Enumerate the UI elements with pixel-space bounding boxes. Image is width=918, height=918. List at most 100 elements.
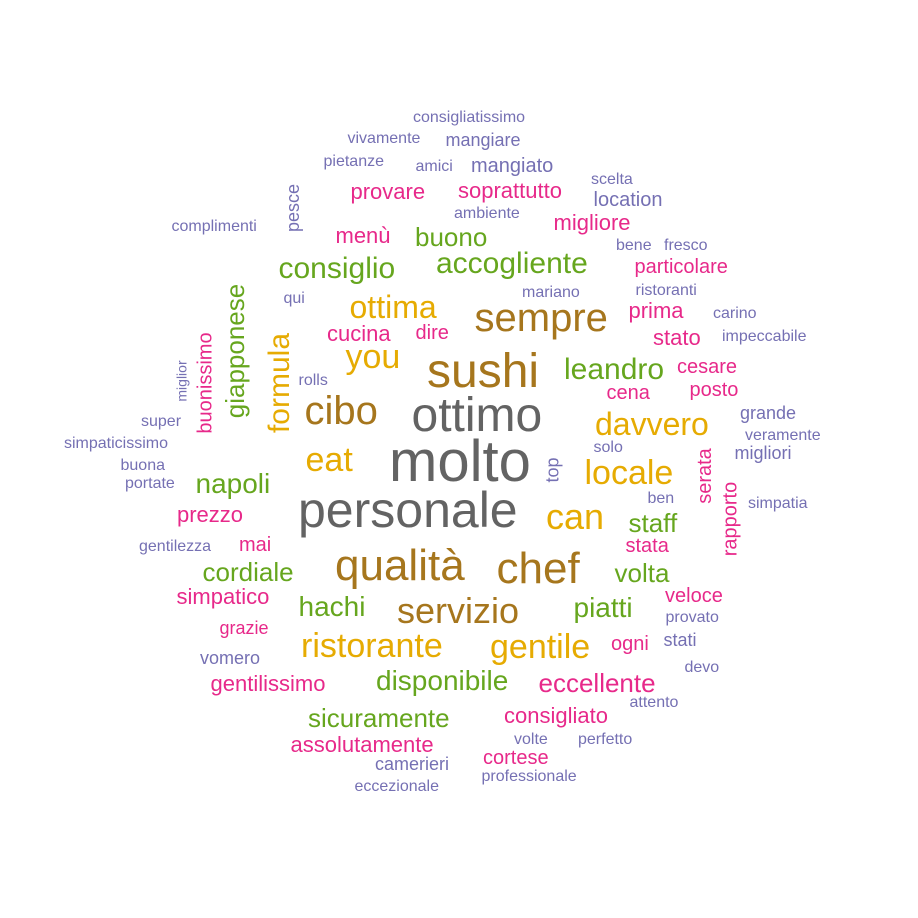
word-simpaticissimo: simpaticissimo xyxy=(64,435,169,452)
word-piatti: piatti xyxy=(573,592,633,623)
word-you: you xyxy=(345,338,401,376)
word-eccellente: eccellente xyxy=(538,668,656,698)
word-gentile: gentile xyxy=(490,628,591,666)
word-particolare: particolare xyxy=(634,256,728,278)
word-simpatia: simpatia xyxy=(748,495,808,512)
word-buona: buona xyxy=(120,457,166,474)
word-giapponese: giapponese xyxy=(220,283,251,419)
word-grazie: grazie xyxy=(219,618,269,638)
word-super: super xyxy=(141,413,182,430)
word-dire: dire xyxy=(415,322,449,344)
word-sicuramente: sicuramente xyxy=(308,703,450,733)
word-volte: volte xyxy=(514,731,548,748)
word-chef: chef xyxy=(496,544,580,593)
word-fresco: fresco xyxy=(664,237,708,254)
word-posto: posto xyxy=(689,379,739,401)
word-migliori: migliori xyxy=(734,443,792,463)
word-miglior: miglior xyxy=(173,360,190,402)
word-perfetto: perfetto xyxy=(578,731,633,748)
word-migliore: migliore xyxy=(553,210,631,235)
word-sempre: sempre xyxy=(474,296,608,340)
word-hachi: hachi xyxy=(298,591,366,622)
word-vomero: vomero xyxy=(200,648,261,668)
word-top: top xyxy=(542,457,563,483)
word-ben: ben xyxy=(647,490,675,507)
word-scelta: scelta xyxy=(591,171,633,188)
word-ottima: ottima xyxy=(349,289,437,325)
word-sushi: sushi xyxy=(427,345,540,398)
word-assolutamente: assolutamente xyxy=(290,732,434,757)
word-formula: formula xyxy=(263,332,297,434)
word-rapporto: rapporto xyxy=(718,481,741,557)
word-men-: menù xyxy=(335,223,391,248)
word-personale: personale xyxy=(298,482,518,538)
word-cena: cena xyxy=(606,382,650,404)
word-location: location xyxy=(593,189,663,211)
word-ottimo: ottimo xyxy=(411,389,543,442)
word-qualit-: qualità xyxy=(335,541,465,590)
word-impeccabile: impeccabile xyxy=(722,328,807,345)
word-molto: molto xyxy=(389,429,531,494)
word-attento: attento xyxy=(629,694,679,711)
word-ambiente: ambiente xyxy=(454,205,520,222)
word-portate: portate xyxy=(125,475,175,492)
word-provare: provare xyxy=(350,179,426,204)
word-amici: amici xyxy=(415,158,453,175)
word-accogliente: accogliente xyxy=(436,247,588,280)
word-rolls: rolls xyxy=(298,372,328,389)
word-eccezionale: eccezionale xyxy=(354,778,440,795)
word-complimenti: complimenti xyxy=(171,218,257,235)
word-prima: prima xyxy=(628,298,684,323)
word-mangiare: mangiare xyxy=(445,130,521,150)
word-mai: mai xyxy=(239,534,272,556)
word-ristorante: ristorante xyxy=(301,627,443,665)
word-buonissimo: buonissimo xyxy=(194,332,217,434)
word-consigliatissimo: consigliatissimo xyxy=(413,109,526,126)
word-soprattutto: soprattutto xyxy=(458,178,562,203)
word-mariano: mariano xyxy=(522,284,580,301)
word-gentilezza: gentilezza xyxy=(139,538,212,555)
word-eat: eat xyxy=(305,441,353,479)
word-vivamente: vivamente xyxy=(347,130,421,147)
word-stati: stati xyxy=(663,630,697,650)
word-mangiato: mangiato xyxy=(471,155,554,177)
word-provato: provato xyxy=(665,609,719,626)
word-camerieri: camerieri xyxy=(375,754,450,774)
word-cucina: cucina xyxy=(327,321,391,346)
word-davvero: davvero xyxy=(595,406,709,442)
word-cortese: cortese xyxy=(483,747,549,769)
word-carino: carino xyxy=(713,305,757,322)
word-ristoranti: ristoranti xyxy=(635,282,697,299)
word-stato: stato xyxy=(653,325,701,350)
word-napoli: napoli xyxy=(195,468,271,499)
word-professionale: professionale xyxy=(481,768,577,785)
word-devo: devo xyxy=(684,659,720,676)
word-simpatico: simpatico xyxy=(176,584,270,609)
word-cibo: cibo xyxy=(304,389,378,433)
word-buono: buono xyxy=(415,222,488,252)
word-consigliato: consigliato xyxy=(504,703,608,728)
word-grande: grande xyxy=(740,403,797,423)
word-stata: stata xyxy=(625,535,669,557)
word-pietanze: pietanze xyxy=(323,153,385,170)
word-can: can xyxy=(546,496,605,537)
word-cordiale: cordiale xyxy=(202,557,294,587)
word-bene: bene xyxy=(616,237,652,254)
word-serata: serata xyxy=(693,448,716,504)
word-locale: locale xyxy=(584,454,674,492)
word-solo: solo xyxy=(593,439,623,456)
word-gentilissimo: gentilissimo xyxy=(210,671,326,696)
word-prezzo: prezzo xyxy=(177,502,244,527)
word-disponibile: disponibile xyxy=(376,665,509,696)
word-ogni: ogni xyxy=(611,633,649,655)
word-veramente: veramente xyxy=(745,427,821,444)
word-volta: volta xyxy=(614,558,670,588)
word-leandro: leandro xyxy=(564,353,665,386)
word-pesce: pesce xyxy=(283,183,304,233)
word-servizio: servizio xyxy=(397,590,520,631)
word-consiglio: consiglio xyxy=(278,252,396,285)
word-qui: qui xyxy=(283,290,305,307)
word-veloce: veloce xyxy=(665,585,723,607)
word-staff: staff xyxy=(628,508,678,538)
